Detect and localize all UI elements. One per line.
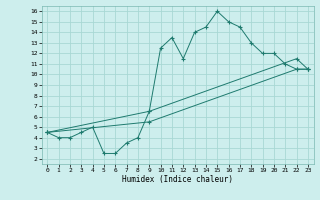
X-axis label: Humidex (Indice chaleur): Humidex (Indice chaleur) [122, 175, 233, 184]
